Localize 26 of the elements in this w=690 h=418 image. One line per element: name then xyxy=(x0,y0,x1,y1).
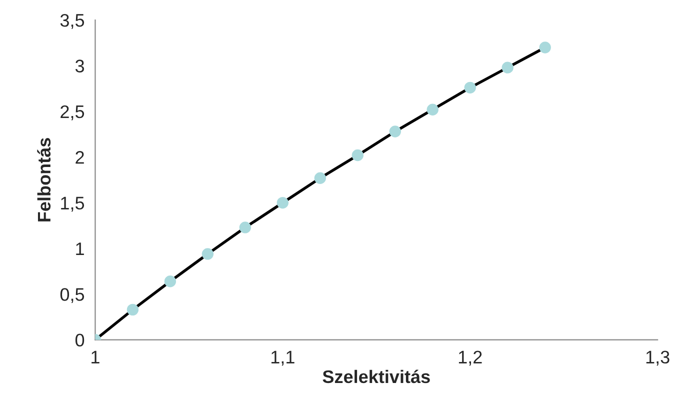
point xyxy=(202,248,214,260)
point xyxy=(502,62,514,74)
y-tick-label: 1,5 xyxy=(61,196,84,212)
point xyxy=(464,82,476,94)
y-tick-label: 2 xyxy=(76,151,84,164)
point xyxy=(352,149,364,162)
y-tick-label: 3 xyxy=(75,60,84,72)
x-tick-label: 1,2 xyxy=(458,350,482,366)
point xyxy=(164,276,176,288)
x-axis-title: Szelektivitás xyxy=(322,370,430,384)
point xyxy=(126,304,139,316)
point xyxy=(539,42,551,54)
point xyxy=(389,126,401,138)
x-tick-label: 1 xyxy=(92,350,100,364)
x-tick-label: 1,3 xyxy=(646,350,670,366)
point xyxy=(276,196,289,209)
y-tick-label: 3,5 xyxy=(60,14,84,29)
y-tick-label: 0,5 xyxy=(60,288,84,304)
y-tick-label: 1 xyxy=(76,242,84,256)
y-tick-label: 0 xyxy=(75,334,84,347)
y-tick-label: 2,5 xyxy=(60,105,84,120)
point xyxy=(314,172,326,184)
x-tick-label: 1,1 xyxy=(272,350,294,366)
point xyxy=(239,222,252,234)
y-axis-title: Felbontás xyxy=(37,138,51,222)
point xyxy=(426,104,438,116)
